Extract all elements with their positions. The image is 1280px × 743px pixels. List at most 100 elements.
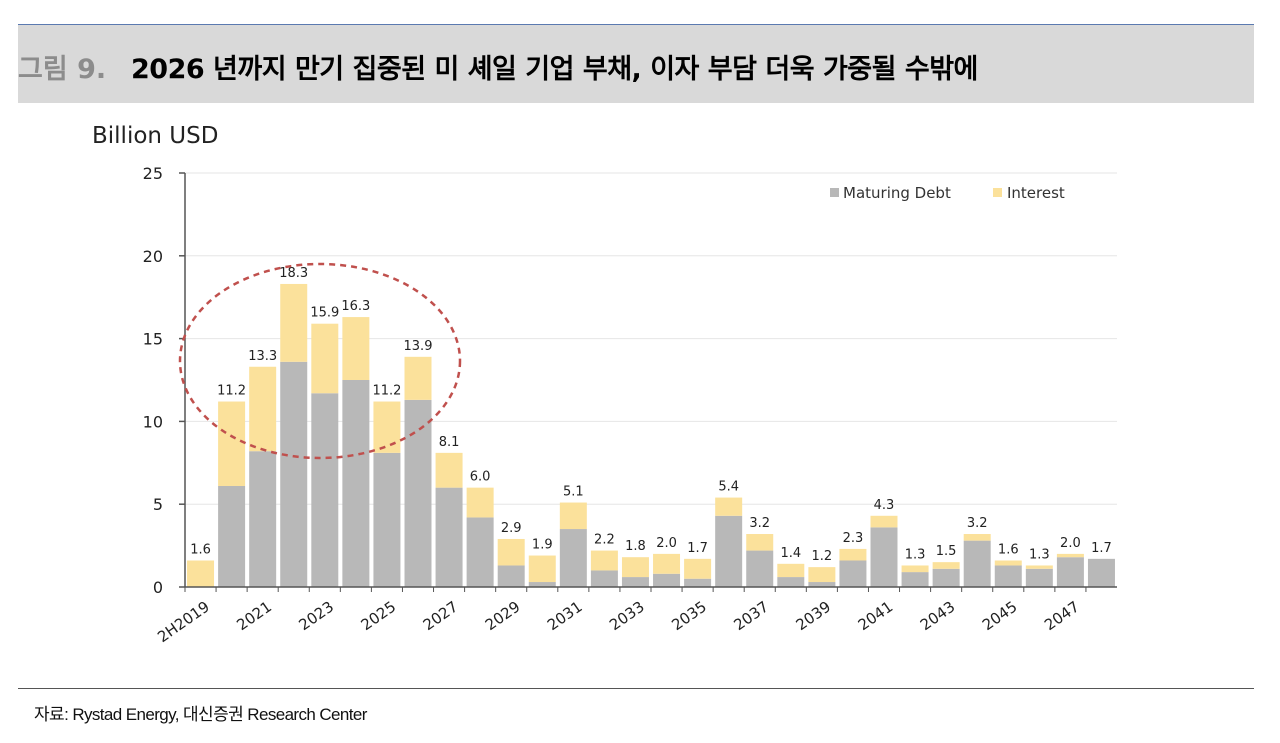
chart-container: Billion USD 0 5 10 15 20 25 1.6 11.2 13.3 18.3 15…	[0, 103, 1280, 686]
data-label: 5.1	[563, 485, 584, 500]
legend-swatch-interest	[993, 188, 1002, 197]
bar-interest	[808, 567, 836, 583]
data-label: 6.0	[470, 470, 491, 485]
bars	[187, 283, 1115, 587]
bar-interest	[621, 557, 649, 578]
bar-interest	[435, 452, 463, 488]
axes	[184, 173, 1117, 588]
y-ticks: 0 5 10 15 20 25	[143, 164, 185, 597]
bar-maturing-debt	[1025, 568, 1053, 587]
data-label: 1.4	[780, 546, 801, 561]
data-label: 1.6	[190, 543, 211, 558]
y-tick-label: 25	[143, 164, 163, 183]
data-label: 1.2	[812, 549, 833, 564]
bar-maturing-debt	[684, 578, 712, 587]
bar-maturing-debt	[963, 540, 991, 587]
bar-maturing-debt	[808, 582, 836, 587]
data-label: 5.4	[718, 480, 739, 495]
bar-interest	[963, 534, 991, 541]
bar-maturing-debt	[466, 517, 494, 587]
bar-maturing-debt	[653, 573, 681, 587]
data-label: 11.2	[372, 384, 401, 399]
bar-maturing-debt	[342, 380, 370, 587]
data-label: 18.3	[279, 266, 308, 281]
bar-interest	[187, 560, 215, 587]
data-labels: 1.6 11.2 13.3 18.3 15.9 16.3 11.2 13.9 8.1 6.0 2.9…	[190, 266, 1112, 564]
bar-maturing-debt	[280, 361, 308, 587]
bar-maturing-debt	[1056, 557, 1084, 587]
bottom-rule	[18, 688, 1254, 689]
source-note: 자료: Rystad Energy, 대신증권 Research Center	[34, 705, 367, 724]
bar-interest	[994, 560, 1022, 566]
bar-maturing-debt	[218, 485, 246, 587]
y-tick-label: 0	[153, 578, 163, 597]
data-label: 11.2	[217, 384, 246, 399]
x-tick-label: 2031	[544, 598, 586, 635]
x-tick-label: 2025	[358, 598, 400, 635]
data-label: 2.0	[1060, 536, 1081, 551]
data-label: 1.7	[687, 541, 708, 556]
highlight-circle	[178, 262, 462, 460]
x-tick-label: 2021	[233, 598, 275, 635]
bar-interest	[777, 563, 805, 578]
y-tick-label: 10	[143, 412, 163, 431]
x-tick-label: 2H2019	[154, 598, 213, 647]
x-ticks: 2H2019 2021 2023 2025 2027 2029 2031 2033 2035 20…	[154, 587, 1087, 647]
grid-lines	[185, 172, 1117, 505]
x-tick-label: 2039	[793, 598, 835, 635]
data-label: 4.3	[874, 498, 895, 513]
data-label: 15.9	[310, 306, 339, 321]
bar-maturing-debt	[559, 529, 587, 587]
bar-interest	[249, 366, 277, 452]
title-bar	[18, 25, 1254, 103]
data-label: 13.3	[248, 349, 277, 364]
data-label: 2.9	[501, 521, 522, 536]
bar-interest	[559, 502, 587, 530]
data-label: 1.3	[905, 547, 926, 562]
bar-maturing-debt	[994, 565, 1022, 587]
data-label: 2.2	[594, 533, 615, 548]
data-label: 13.9	[404, 339, 433, 354]
bar-maturing-debt	[435, 487, 463, 587]
bar-interest	[839, 548, 867, 561]
data-label: 1.9	[532, 538, 553, 553]
x-tick-label: 2035	[668, 598, 710, 635]
bar-maturing-debt	[746, 550, 774, 587]
data-label: 2.0	[656, 536, 677, 551]
bar-maturing-debt	[590, 570, 618, 587]
bar-maturing-debt	[249, 451, 277, 587]
x-tick-label: 2033	[606, 598, 648, 635]
bar-maturing-debt	[311, 393, 339, 587]
page-title: 2026 년까지 만기 집중된 미 셰일 기업 부채, 이자 부담 더욱 가중될…	[131, 54, 978, 85]
bar-maturing-debt	[404, 399, 432, 587]
bar-interest	[280, 283, 308, 362]
bar-interest	[901, 565, 929, 573]
data-label: 1.3	[1029, 547, 1050, 562]
x-tick-label: 2047	[1041, 598, 1083, 635]
data-label: 1.6	[998, 543, 1019, 558]
x-tick-label: 2027	[420, 598, 462, 635]
bar-interest	[342, 317, 370, 380]
bar-interest	[590, 550, 618, 571]
legend-label-interest: Interest	[1007, 184, 1065, 202]
bar-interest	[218, 401, 246, 486]
bar-interest	[466, 487, 494, 518]
x-tick-label: 2045	[979, 598, 1021, 635]
bar-maturing-debt	[497, 565, 525, 587]
bar-interest	[311, 323, 339, 394]
x-tick-label: 2043	[917, 598, 959, 635]
bar-interest	[497, 538, 525, 566]
legend: Maturing Debt Interest	[830, 184, 1065, 202]
data-label: 1.8	[625, 539, 646, 554]
data-label: 16.3	[341, 299, 370, 314]
bar-interest	[404, 356, 432, 400]
bar-interest	[746, 534, 774, 551]
data-label: 3.2	[967, 516, 988, 531]
bar-interest	[932, 562, 960, 569]
legend-label-maturing: Maturing Debt	[843, 184, 951, 202]
bar-maturing-debt	[715, 515, 743, 587]
bar-interest	[653, 553, 681, 574]
data-label: 1.5	[936, 544, 957, 559]
bar-maturing-debt	[901, 572, 929, 587]
